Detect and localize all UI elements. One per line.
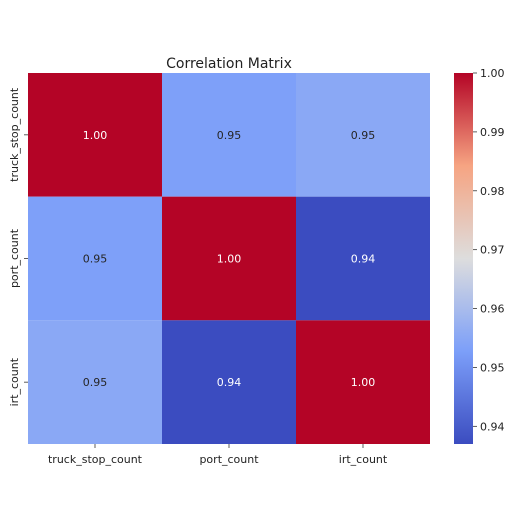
colorbar-tick-label: 0.95 <box>480 361 505 374</box>
colorbar-gradient <box>454 73 473 444</box>
heatmap-cell <box>28 320 162 444</box>
heatmap-cell <box>162 73 296 197</box>
y-tick-label: irt_count <box>8 357 21 406</box>
colorbar-tick-label: 0.99 <box>480 126 505 139</box>
cell-annotation: 0.95 <box>217 129 242 142</box>
colorbar-tick-label: 1.00 <box>480 67 505 80</box>
heatmap-cell <box>296 320 430 444</box>
x-tick-label: port_count <box>199 453 259 466</box>
cell-annotation: 1.00 <box>217 253 242 266</box>
heatmap-cells: 1.00 0.95 0.95 0.95 1.00 0.94 0.95 0.94 1.00 <box>28 73 430 444</box>
heatmap-cell <box>28 196 162 321</box>
heatmap-cell <box>296 73 430 197</box>
heatmap-cell <box>162 320 296 444</box>
heatmap-cell <box>162 196 296 321</box>
cell-annotation: 0.94 <box>351 253 376 266</box>
colorbar: 0.94 0.95 0.96 0.97 0.98 0.99 1.00 <box>454 67 505 444</box>
heatmap-cell <box>296 196 430 321</box>
colorbar-tick-label: 0.96 <box>480 303 505 316</box>
x-tick-label: truck_stop_count <box>48 453 143 466</box>
colorbar-tick-label: 0.94 <box>480 420 505 433</box>
cell-annotation: 0.95 <box>83 253 108 266</box>
colorbar-tick-label: 0.98 <box>480 185 505 198</box>
cell-annotation: 1.00 <box>83 129 108 142</box>
colorbar-tick-label: 0.97 <box>480 244 505 257</box>
y-tick-label: port_count <box>8 228 21 288</box>
heatmap-cell <box>28 73 162 197</box>
cell-annotation: 1.00 <box>351 376 376 389</box>
x-tick-labels: truck_stop_count port_count irt_count <box>48 444 388 466</box>
y-tick-labels: truck_stop_count port_count irt_count <box>8 87 28 406</box>
x-tick-label: irt_count <box>339 453 388 466</box>
chart-title: Correlation Matrix <box>166 56 292 72</box>
y-tick-label: truck_stop_count <box>8 87 21 182</box>
cell-annotation: 0.95 <box>351 129 376 142</box>
cell-annotation: 0.94 <box>217 376 242 389</box>
cell-annotation: 0.95 <box>83 376 108 389</box>
